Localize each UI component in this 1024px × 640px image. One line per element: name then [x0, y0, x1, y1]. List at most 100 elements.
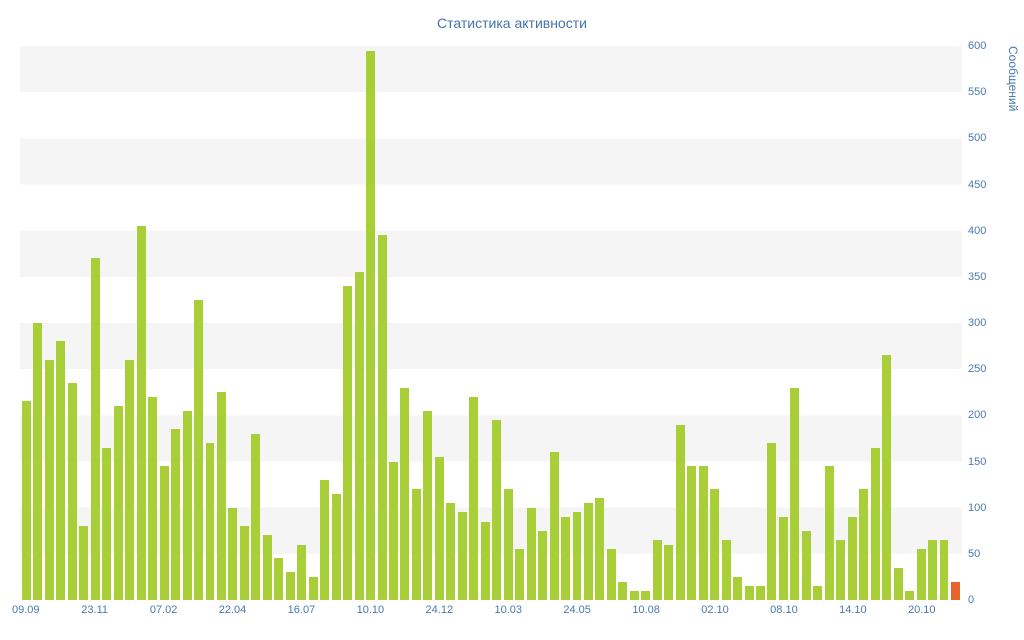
- bar: [824, 466, 834, 600]
- bar: [916, 549, 926, 600]
- bar: [194, 299, 203, 600]
- y-tick-label: 0: [968, 594, 975, 606]
- bar: [182, 410, 192, 600]
- bar: [216, 392, 226, 600]
- x-tick-label: 10.10: [356, 604, 385, 616]
- bar: [618, 581, 628, 600]
- bar: [801, 530, 811, 600]
- bar: [847, 516, 857, 600]
- bar: [377, 235, 387, 600]
- bar: [354, 272, 364, 600]
- bar: [33, 323, 43, 600]
- bar: [744, 586, 754, 600]
- x-tick-label: 14.10: [839, 604, 867, 616]
- bar: [836, 539, 846, 600]
- x-tick-label: 22.04: [218, 604, 247, 616]
- bar: [813, 586, 823, 600]
- bar: [572, 512, 582, 600]
- bar: [595, 498, 605, 600]
- bar: [22, 401, 31, 600]
- bar: [411, 489, 421, 600]
- bar: [67, 383, 77, 600]
- y-tick-label: 100: [968, 501, 987, 514]
- bar: [515, 549, 525, 600]
- bar: [44, 359, 54, 600]
- bar: [756, 586, 765, 600]
- y-tick-label: 350: [968, 270, 987, 283]
- bar: [205, 443, 215, 600]
- bar: [228, 507, 238, 600]
- bar: [675, 424, 685, 600]
- bar: [343, 286, 353, 600]
- bar: [389, 461, 398, 600]
- bar: [859, 489, 869, 600]
- x-axis-labels: 09.09 23.11 07.02 22.04 16.07 10.10 24.12 10.03…: [12, 604, 962, 620]
- bars-container: [20, 46, 962, 600]
- bar: [790, 387, 800, 600]
- y-axis-labels: 0 50 100 150 200 250 300 350 400 450 500 550 600: [968, 40, 1002, 606]
- bar: [687, 466, 697, 600]
- bar: [102, 447, 112, 600]
- x-tick-label: 24.05: [563, 604, 591, 616]
- bar: [446, 503, 456, 600]
- bar: [480, 521, 490, 600]
- bar: [664, 544, 674, 600]
- bar: [423, 410, 433, 600]
- chart-title: Статистика активности: [437, 15, 587, 31]
- x-tick-label: 08.10: [770, 604, 798, 616]
- bar: [331, 493, 341, 600]
- y-tick-label: 250: [968, 363, 987, 376]
- bar: [56, 341, 66, 600]
- bar: [939, 539, 949, 600]
- bar: [629, 590, 639, 600]
- plot-area: [20, 46, 962, 600]
- bar: [400, 387, 410, 600]
- bar: [285, 572, 295, 600]
- bar: [549, 452, 559, 600]
- y-tick-label: 550: [968, 86, 987, 99]
- y-tick-label: 300: [968, 317, 987, 329]
- y-tick-label: 200: [968, 409, 987, 422]
- x-tick-label: 24.12: [425, 604, 454, 616]
- bar: [526, 507, 536, 600]
- bar: [767, 443, 777, 600]
- bar: [870, 447, 880, 600]
- bar: [710, 489, 720, 600]
- y-axis-title: Сообщений: [1006, 46, 1020, 112]
- bar: [320, 479, 330, 600]
- bar: [538, 530, 548, 600]
- bar: [434, 456, 444, 600]
- bar: [125, 359, 135, 600]
- bar-highlight: [950, 581, 960, 600]
- bar: [733, 576, 743, 600]
- bar: [893, 567, 903, 600]
- bar: [297, 544, 307, 600]
- y-tick-label: 150: [968, 455, 987, 468]
- x-tick-label: 07.02: [149, 604, 178, 616]
- bar: [469, 396, 479, 600]
- bar: [606, 549, 616, 600]
- bar: [148, 396, 158, 600]
- bar: [882, 355, 892, 600]
- bar: [561, 516, 570, 600]
- y-tick-label: 400: [968, 224, 987, 237]
- bar: [778, 516, 788, 600]
- bar: [698, 466, 708, 600]
- y-tick-label: 600: [968, 40, 987, 52]
- bar: [928, 539, 937, 600]
- x-tick-label: 20.10: [908, 604, 936, 616]
- x-tick-label: 16.07: [287, 604, 316, 616]
- x-tick-label: 23.11: [81, 604, 109, 616]
- bar: [113, 406, 123, 600]
- x-tick-label: 10.03: [494, 604, 522, 616]
- x-tick-label: 10.08: [632, 604, 660, 616]
- bar: [171, 429, 181, 600]
- bar: [308, 576, 318, 600]
- bar: [503, 489, 513, 600]
- x-tick-label: 02.10: [701, 604, 729, 616]
- bar: [721, 539, 731, 600]
- bar: [262, 535, 272, 600]
- bar: [492, 419, 502, 600]
- bar: [239, 526, 249, 600]
